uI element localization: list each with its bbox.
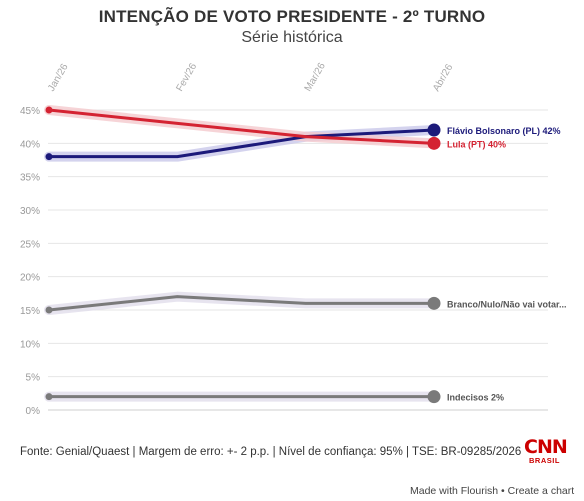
y-tick-label: 25%	[20, 239, 40, 250]
end-point	[427, 390, 441, 404]
y-tick-label: 0%	[26, 406, 41, 417]
start-point	[45, 106, 53, 114]
start-point	[45, 393, 53, 401]
series-label: Flávio Bolsonaro (PL) 42%	[447, 126, 561, 136]
y-tick-label: 45%	[20, 106, 40, 117]
x-tick-label: Fev/26	[174, 61, 199, 93]
y-tick-label: 30%	[20, 206, 40, 217]
series-line	[48, 295, 434, 312]
x-tick-label: Abr/26	[431, 62, 455, 93]
end-point	[427, 136, 441, 150]
chart-subtitle: Série histórica	[241, 29, 343, 46]
y-tick-label: 15%	[20, 306, 40, 317]
series-label: Indecisos 2%	[447, 393, 504, 403]
y-tick-label: 5%	[26, 373, 41, 384]
cnn-logo-sub: BRASIL	[529, 456, 560, 465]
y-tick-label: 35%	[20, 173, 40, 184]
y-tick-label: 20%	[20, 273, 40, 284]
series-label: Branco/Nulo/Não vai votar...	[447, 299, 567, 309]
start-point	[45, 306, 53, 314]
source-note: Fonte: Genial/Quaest | Margem de erro: +…	[20, 446, 522, 458]
x-tick-label: Mar/26	[303, 61, 328, 94]
flourish-credit[interactable]: Made with Flourish • Create a chart	[410, 485, 575, 497]
cnn-logo: CNN	[524, 436, 568, 458]
series-label: Lula (PT) 40%	[447, 139, 506, 149]
x-tick-label: Jan/26	[46, 62, 71, 94]
end-point	[427, 296, 441, 310]
chart-title: INTENÇÃO DE VOTO PRESIDENTE - 2º TURNO	[98, 7, 486, 26]
y-tick-label: 40%	[20, 139, 40, 150]
series-line	[49, 128, 435, 159]
y-tick-label: 10%	[20, 339, 40, 350]
start-point	[45, 153, 53, 161]
line-chart: 0% 5% 10% 15% 20% 25% 30% 35% 40% 45% Jan/26 Fev/26…	[20, 61, 567, 417]
series-line	[48, 108, 435, 145]
end-point	[427, 123, 441, 137]
